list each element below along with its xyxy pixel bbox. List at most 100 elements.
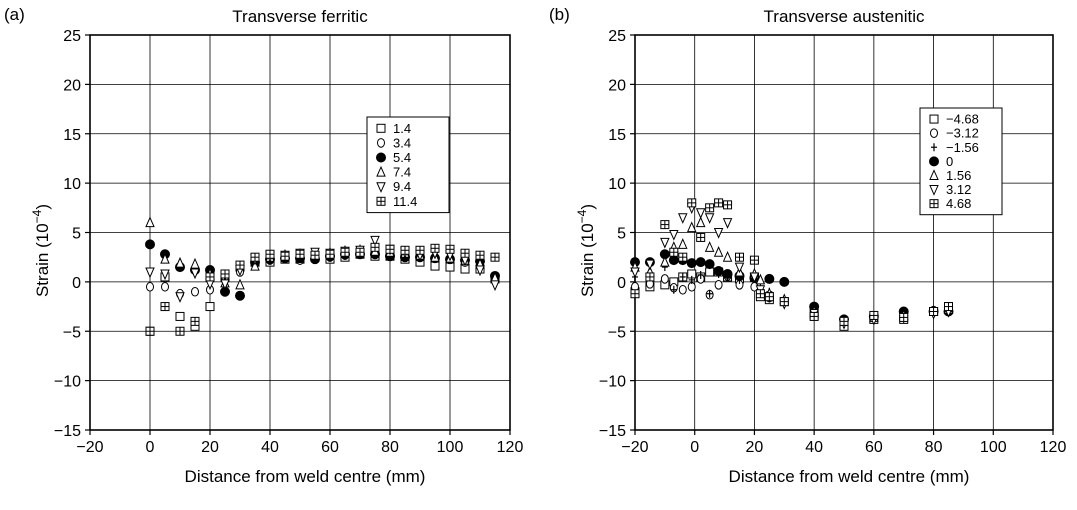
data-points xyxy=(630,198,954,331)
data-point xyxy=(695,257,706,268)
data-point xyxy=(929,307,939,316)
data-point xyxy=(713,246,724,257)
data-point xyxy=(735,252,744,262)
x-tick-label: 20 xyxy=(746,439,764,456)
y-tick-label: 20 xyxy=(608,77,626,94)
y-tick-label: 15 xyxy=(608,127,626,144)
data-point xyxy=(705,203,715,213)
data-point xyxy=(704,213,715,224)
data-point xyxy=(899,312,909,322)
data-point xyxy=(370,235,380,247)
data-point xyxy=(706,289,713,298)
data-point xyxy=(400,245,410,255)
x-tick-label: 60 xyxy=(321,439,339,456)
data-point xyxy=(697,270,704,279)
data-point xyxy=(325,249,335,259)
y-tick-label: −15 xyxy=(599,423,626,440)
data-point xyxy=(355,247,365,257)
y-tick-label: 5 xyxy=(617,226,626,243)
y-tick-label: 10 xyxy=(63,176,81,193)
data-point xyxy=(645,272,655,282)
legend-label: 0 xyxy=(946,154,953,169)
data-point xyxy=(764,292,774,302)
data-point xyxy=(205,272,215,282)
legend-marker xyxy=(376,165,386,177)
data-point xyxy=(161,282,169,292)
data-point xyxy=(645,259,655,271)
x-tick-label: 100 xyxy=(437,439,464,456)
data-point xyxy=(160,269,170,281)
x-tick-label: 40 xyxy=(805,439,823,456)
data-point xyxy=(705,267,715,277)
data-point xyxy=(678,238,688,249)
y-tick-label: 25 xyxy=(63,28,81,45)
data-point xyxy=(145,326,155,336)
data-point xyxy=(250,259,260,271)
y-tick-label: −10 xyxy=(54,374,81,391)
legend-marker xyxy=(931,143,937,152)
data-point xyxy=(704,241,715,252)
legend-marker xyxy=(929,199,939,209)
x-axis-label: Distance from weld centre (mm) xyxy=(185,467,426,486)
data-point xyxy=(678,213,688,224)
y-tick-label: −10 xyxy=(599,374,626,391)
x-tick-label: 20 xyxy=(201,439,219,456)
data-point xyxy=(175,292,185,303)
legend-marker xyxy=(377,138,385,148)
data-point xyxy=(713,228,724,239)
data-point xyxy=(445,244,455,254)
x-tick-label: 120 xyxy=(497,439,524,456)
data-point xyxy=(714,198,724,208)
y-tick-label: −15 xyxy=(54,423,81,440)
y-tick-label: 15 xyxy=(63,127,81,144)
data-point xyxy=(869,310,879,320)
legend-label: −1.56 xyxy=(946,140,979,155)
data-point xyxy=(190,257,200,269)
data-point xyxy=(679,272,686,281)
data-point xyxy=(686,221,697,233)
x-tick-label: 80 xyxy=(925,439,943,456)
x-tick-label: 120 xyxy=(1040,439,1067,456)
data-point xyxy=(430,261,440,271)
data-point xyxy=(660,255,670,267)
data-point xyxy=(340,247,350,257)
panel-label: (a) xyxy=(4,5,25,24)
y-axis-label: Strain (10−4) xyxy=(30,204,52,297)
data-point xyxy=(191,286,199,297)
data-point xyxy=(175,311,185,321)
y-tick-label: −5 xyxy=(63,324,81,341)
y-tick-label: 25 xyxy=(608,28,626,45)
legend-label: 3.4 xyxy=(393,135,411,150)
panel-label: (b) xyxy=(549,5,570,24)
x-tick-label: −20 xyxy=(76,439,103,456)
data-point xyxy=(764,273,775,284)
data-point xyxy=(145,216,155,228)
data-point xyxy=(220,269,230,279)
data-point xyxy=(175,326,185,336)
y-tick-label: 0 xyxy=(617,275,626,292)
data-point xyxy=(475,250,485,260)
data-point xyxy=(175,256,185,268)
y-tick-label: 20 xyxy=(63,77,81,94)
data-point xyxy=(630,267,640,279)
legend-marker xyxy=(929,156,939,167)
data-point xyxy=(749,255,759,265)
data-point xyxy=(265,249,275,259)
chart-title: Transverse ferritic xyxy=(232,7,368,26)
data-point xyxy=(250,252,260,262)
x-tick-label: 0 xyxy=(690,439,699,456)
data-point xyxy=(669,229,679,241)
data-point xyxy=(415,245,425,255)
data-point xyxy=(295,249,305,259)
data-point xyxy=(220,279,230,291)
data-point xyxy=(310,250,320,260)
data-point xyxy=(714,280,723,290)
data-point xyxy=(695,216,706,228)
data-point xyxy=(280,251,290,261)
data-point xyxy=(205,302,215,312)
data-point xyxy=(688,275,695,284)
y-tick-label: 0 xyxy=(72,275,81,292)
data-point xyxy=(669,247,679,257)
legend-label: 7.4 xyxy=(393,165,411,180)
